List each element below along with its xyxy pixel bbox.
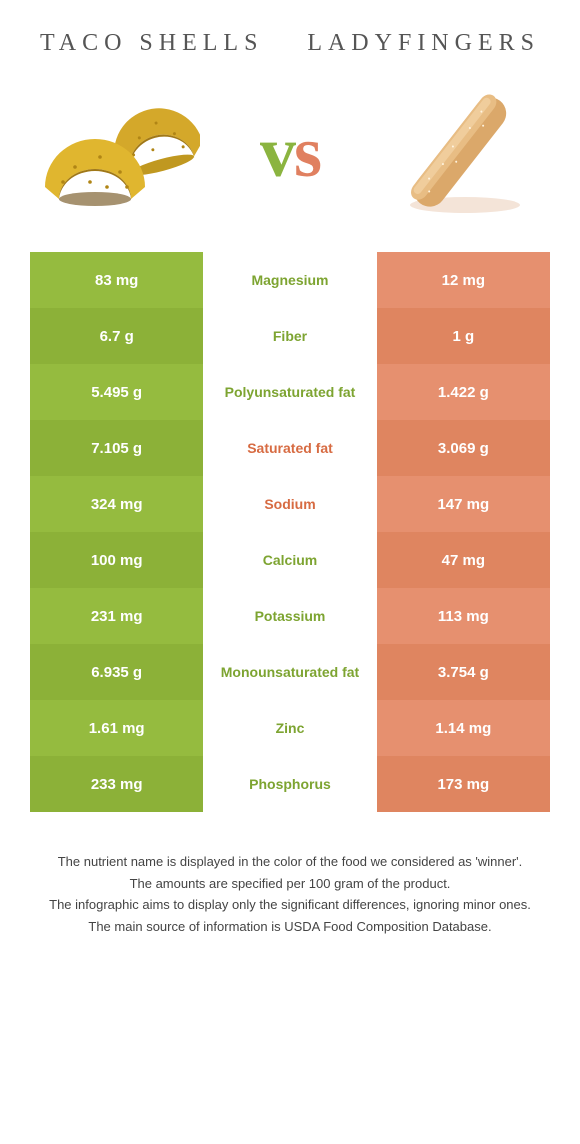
table-row: 6.7 gFiber1 g: [30, 308, 550, 364]
hero-row: vs: [30, 87, 550, 217]
footnote-line: The infographic aims to display only the…: [40, 895, 540, 915]
left-value: 6.935 g: [30, 644, 203, 700]
table-row: 233 mgPhosphorus173 mg: [30, 756, 550, 812]
left-value: 324 mg: [30, 476, 203, 532]
right-value: 3.754 g: [377, 644, 550, 700]
nutrient-label: Fiber: [203, 308, 376, 364]
nutrient-label: Monounsaturated fat: [203, 644, 376, 700]
nutrient-label: Saturated fat: [203, 420, 376, 476]
left-value: 1.61 mg: [30, 700, 203, 756]
right-value: 173 mg: [377, 756, 550, 812]
vs-label: vs: [260, 111, 320, 194]
table-row: 83 mgMagnesium12 mg: [30, 252, 550, 308]
right-value: 1 g: [377, 308, 550, 364]
nutrient-label: Polyunsaturated fat: [203, 364, 376, 420]
nutrient-label: Potassium: [203, 588, 376, 644]
right-food-image: [380, 87, 540, 217]
footnote-line: The main source of information is USDA F…: [40, 917, 540, 937]
nutrient-label: Calcium: [203, 532, 376, 588]
left-value: 83 mg: [30, 252, 203, 308]
right-value: 1.14 mg: [377, 700, 550, 756]
table-row: 1.61 mgZinc1.14 mg: [30, 700, 550, 756]
left-value: 231 mg: [30, 588, 203, 644]
table-row: 231 mgPotassium113 mg: [30, 588, 550, 644]
left-food-title: Taco shells: [40, 30, 263, 57]
footnote-line: The nutrient name is displayed in the co…: [40, 852, 540, 872]
footnote-line: The amounts are specified per 100 gram o…: [40, 874, 540, 894]
table-row: 5.495 gPolyunsaturated fat1.422 g: [30, 364, 550, 420]
nutrient-label: Sodium: [203, 476, 376, 532]
right-food-title: Ladyfingers: [307, 30, 540, 57]
right-value: 12 mg: [377, 252, 550, 308]
left-food-image: [40, 87, 200, 217]
table-row: 7.105 gSaturated fat3.069 g: [30, 420, 550, 476]
header: Taco shells Ladyfingers: [30, 30, 550, 57]
left-value: 233 mg: [30, 756, 203, 812]
left-value: 100 mg: [30, 532, 203, 588]
comparison-table: 83 mgMagnesium12 mg6.7 gFiber1 g5.495 gP…: [30, 252, 550, 812]
nutrient-label: Phosphorus: [203, 756, 376, 812]
right-value: 1.422 g: [377, 364, 550, 420]
left-value: 5.495 g: [30, 364, 203, 420]
table-row: 6.935 gMonounsaturated fat3.754 g: [30, 644, 550, 700]
footnotes: The nutrient name is displayed in the co…: [30, 852, 550, 936]
nutrient-label: Zinc: [203, 700, 376, 756]
left-value: 6.7 g: [30, 308, 203, 364]
table-row: 324 mgSodium147 mg: [30, 476, 550, 532]
table-row: 100 mgCalcium47 mg: [30, 532, 550, 588]
right-value: 3.069 g: [377, 420, 550, 476]
left-value: 7.105 g: [30, 420, 203, 476]
nutrient-label: Magnesium: [203, 252, 376, 308]
right-value: 47 mg: [377, 532, 550, 588]
right-value: 147 mg: [377, 476, 550, 532]
right-value: 113 mg: [377, 588, 550, 644]
